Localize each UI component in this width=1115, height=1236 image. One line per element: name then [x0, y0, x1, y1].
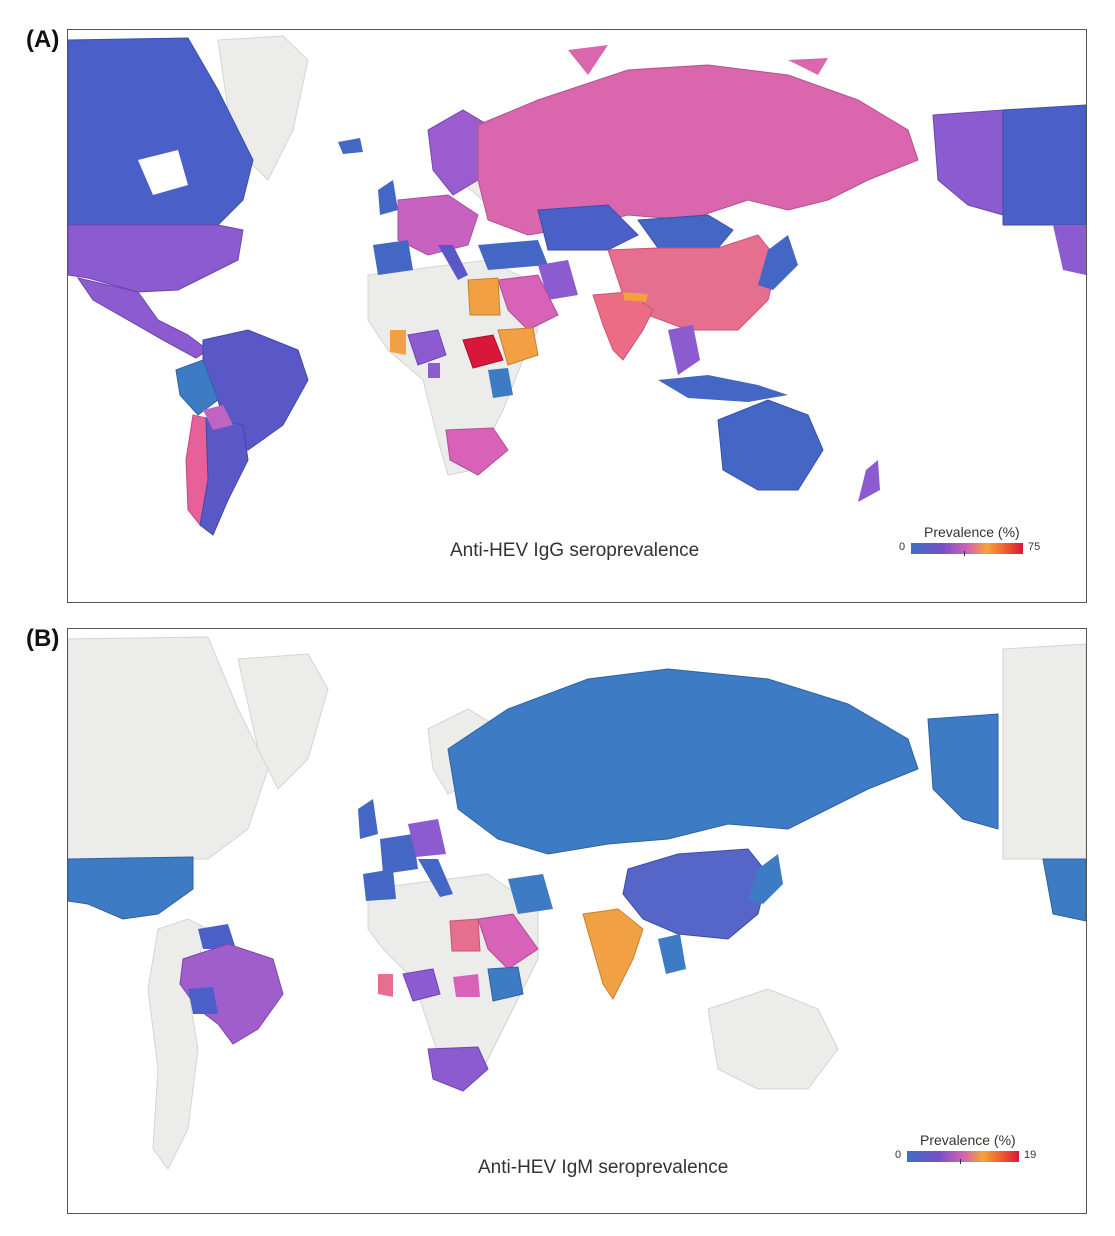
- australia-shape: [717, 399, 824, 491]
- igm-map-title: Anti-HEV IgM seroprevalence: [478, 1157, 729, 1178]
- south-africa-shape: [445, 427, 509, 476]
- igg-map-title: Anti-HEV IgG seroprevalence: [450, 540, 700, 561]
- mongolia-shape: [637, 214, 734, 249]
- uk-shape: [378, 180, 398, 215]
- japan-shape: [748, 854, 783, 904]
- france-shape: [380, 834, 418, 874]
- western-europe-shape: [397, 194, 479, 256]
- igg-map-panel: Anti-HEV IgG seroprevalence Prevalence (…: [67, 29, 1087, 603]
- nigeria-shape: [402, 968, 441, 1002]
- igg-legend-min: 0: [899, 541, 906, 553]
- usa-east-edge-shape: [1042, 858, 1086, 922]
- germany-shape: [408, 819, 446, 857]
- new-zealand-shape: [858, 460, 880, 502]
- thailand-shape: [668, 325, 700, 375]
- igm-legend-tick: [960, 1159, 961, 1164]
- igm-map-panel: Anti-HEV IgM seroprevalence Prevalence (…: [67, 628, 1087, 1214]
- usa-shape: [68, 856, 194, 920]
- italy-shape: [418, 859, 453, 897]
- canada-east-shape: [1002, 104, 1086, 226]
- russia-shape: [477, 64, 919, 236]
- igg-legend-max: 75: [1028, 541, 1041, 553]
- mexico-shape: [76, 277, 209, 359]
- igg-legend-title: Prevalence (%): [924, 524, 1020, 540]
- iberia-shape: [363, 869, 396, 901]
- alaska-shape: [932, 109, 1004, 216]
- bolivia-shape: [203, 405, 233, 430]
- igg-legend-colorbar: [911, 543, 1023, 554]
- north-america-nodata-shape: [68, 636, 269, 860]
- igg-legend-tick: [964, 551, 965, 556]
- iberia-shape: [373, 240, 413, 275]
- kenya-shape: [488, 368, 513, 398]
- igm-world-map: [68, 636, 1086, 1170]
- iceland-shape: [338, 138, 363, 154]
- sudan-shape: [453, 974, 480, 997]
- saudi-arabia-shape: [477, 913, 539, 970]
- north-america-east-nodata-shape: [1002, 643, 1086, 860]
- usa-shape: [68, 224, 244, 293]
- igm-legend-colorbar: [907, 1151, 1019, 1162]
- russia-shape: [447, 668, 919, 855]
- egypt-shape: [467, 277, 501, 316]
- ghana-shape: [378, 974, 393, 997]
- south-america-nodata-shape: [147, 918, 209, 1170]
- panel-a-label: (A): [26, 26, 60, 53]
- china-shape: [622, 848, 769, 940]
- igg-legend: Prevalence (%) 0 75: [898, 524, 1048, 568]
- nepal-shape: [623, 292, 648, 302]
- russia-arctic-shape: [568, 45, 828, 75]
- argentina-shape: [199, 417, 249, 536]
- usa-east-edge-shape: [1053, 225, 1086, 275]
- peru-shape: [175, 359, 219, 416]
- cameroon-shape: [428, 363, 440, 378]
- greenland-shape: [237, 653, 329, 790]
- bolivia-shape: [188, 987, 218, 1014]
- italy-shape: [438, 245, 468, 280]
- saudi-arabia-shape: [497, 274, 559, 331]
- ethiopia-shape: [487, 966, 524, 1002]
- hudson-bay-shape: [138, 150, 188, 195]
- australia-nodata-shape: [707, 988, 839, 1090]
- igm-legend-min: 0: [895, 1149, 902, 1161]
- iran-shape: [508, 874, 553, 914]
- india-shape: [582, 908, 644, 1000]
- indonesia-shape: [658, 375, 788, 402]
- ghana-shape: [390, 330, 406, 355]
- nigeria-shape: [407, 329, 447, 366]
- thailand-shape: [658, 934, 686, 974]
- uk-shape: [358, 799, 378, 839]
- brazil-shape: [179, 943, 284, 1045]
- kazakhstan-shape: [537, 204, 639, 251]
- iran-shape: [538, 260, 578, 300]
- igg-world-map: [68, 35, 1086, 536]
- venezuela-shape: [198, 924, 236, 949]
- turkey-region-shape: [478, 240, 548, 270]
- igm-legend-title: Prevalence (%): [920, 1132, 1016, 1148]
- japan-shape: [758, 235, 798, 290]
- igm-legend-max: 19: [1024, 1149, 1037, 1161]
- alaska-shape: [927, 713, 999, 830]
- panel-b-label: (B): [26, 625, 60, 652]
- canada-islands-shape: [88, 60, 208, 130]
- egypt-shape: [449, 918, 481, 952]
- south-africa-shape: [427, 1046, 489, 1092]
- igm-legend: Prevalence (%) 0 19: [894, 1132, 1044, 1176]
- south-sudan-shape: [462, 334, 504, 369]
- ethiopia-shape: [497, 327, 539, 366]
